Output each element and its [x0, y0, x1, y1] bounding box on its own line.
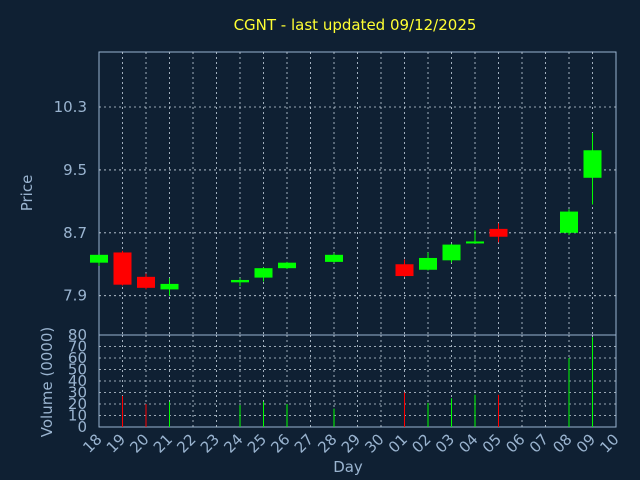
- x-tick-label: 05: [479, 430, 505, 456]
- price-gridlines: [99, 52, 616, 335]
- candle-body: [395, 264, 414, 277]
- price-tick-label: 9.5: [63, 161, 87, 179]
- price-tick-label: 7.9: [63, 287, 87, 305]
- candle-body: [583, 150, 602, 178]
- x-axis-label: Day: [333, 458, 363, 476]
- volume-axis-label: Volume (0000): [38, 327, 56, 437]
- candle-body: [325, 254, 343, 262]
- candle-body: [278, 262, 296, 269]
- x-tick-label: 20: [126, 430, 152, 456]
- volume-tick-label: 20: [68, 395, 87, 413]
- x-tick-label: 01: [385, 430, 411, 456]
- x-tick-label: 23: [197, 430, 223, 456]
- volume-tick-label: 70: [68, 338, 87, 356]
- volume-tick-label: 60: [68, 349, 87, 367]
- candle-body: [489, 228, 508, 237]
- volume-tick-label: 80: [68, 326, 87, 344]
- x-tick-label: 06: [502, 430, 528, 456]
- x-tick-label: 25: [244, 430, 270, 456]
- price-axis-label: Price: [18, 175, 36, 212]
- x-tick-label: 29: [338, 430, 364, 456]
- chart-title: CGNT - last updated 09/12/2025: [234, 16, 477, 34]
- price-tick-label: 10.3: [54, 98, 87, 116]
- candle-body: [419, 257, 437, 270]
- x-tick-label: 04: [455, 430, 481, 456]
- volume-tick-label: 30: [68, 384, 87, 402]
- x-tick-label: 21: [150, 430, 176, 456]
- candle-body: [137, 276, 155, 288]
- volume-tick-label: 40: [68, 372, 87, 390]
- price-y-ticks: 7.9 8.7 9.5 10.3: [54, 98, 87, 305]
- x-tick-label: 19: [103, 430, 129, 456]
- candle-body: [231, 279, 249, 283]
- x-tick-label: 07: [526, 430, 552, 456]
- volume-tick-label: 50: [68, 361, 87, 379]
- x-tick-label: 22: [173, 430, 199, 456]
- candle-body: [560, 211, 578, 233]
- volume-bars: [122, 337, 593, 427]
- candle-body: [254, 268, 273, 278]
- x-tick-label: 24: [220, 430, 246, 456]
- volume-tick-label: 10: [68, 407, 87, 425]
- price-candles: [90, 132, 602, 296]
- x-tick-label: 09: [573, 430, 599, 456]
- x-tick-label: 28: [314, 430, 340, 456]
- volume-tick-label: 0: [77, 418, 87, 436]
- price-tick-label: 8.7: [63, 224, 87, 242]
- candle-body: [466, 241, 484, 244]
- x-tick-label: 27: [291, 430, 317, 456]
- candle-body: [442, 244, 461, 261]
- x-tick-label: 30: [361, 430, 387, 456]
- x-tick-label: 03: [432, 430, 458, 456]
- x-tick-label: 10: [596, 430, 622, 456]
- x-tick-label: 02: [408, 430, 434, 456]
- candle-body: [90, 254, 108, 263]
- x-tick-label: 26: [267, 430, 293, 456]
- x-axis-ticks: 1819202122232425262728293001020304050607…: [79, 430, 622, 456]
- candle-body: [160, 283, 179, 290]
- x-tick-label: 08: [549, 430, 575, 456]
- candle-body: [113, 252, 132, 285]
